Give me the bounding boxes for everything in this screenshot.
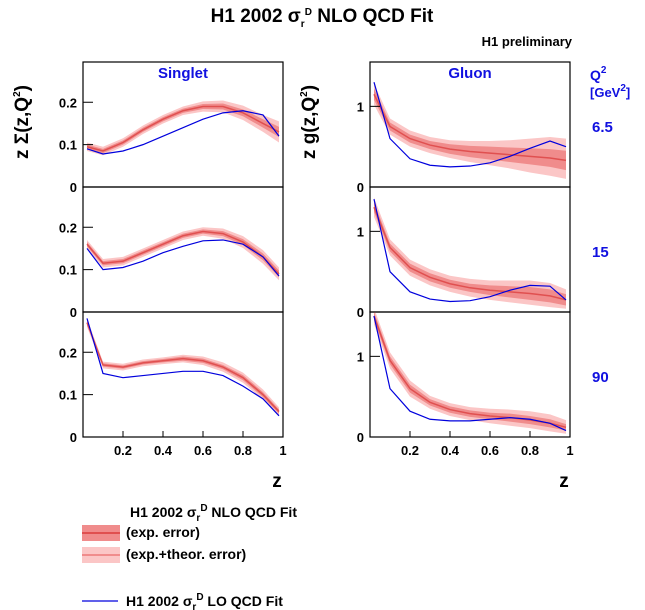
legend-label: (exp.+theor. error) bbox=[126, 546, 246, 562]
y-axis-label: z g(z,Q2) bbox=[299, 85, 320, 159]
label-sub: r bbox=[196, 513, 200, 524]
nlo-line bbox=[86, 230, 280, 275]
label-sup: 2 bbox=[601, 65, 607, 76]
x-tick-label: 0.2 bbox=[114, 443, 132, 458]
panel-title: Gluon bbox=[448, 65, 491, 82]
plot-area bbox=[373, 81, 567, 179]
lo-line bbox=[373, 198, 567, 303]
nlo-line bbox=[373, 93, 567, 162]
label-sup: 2 bbox=[12, 91, 23, 97]
y-tick-label: 0.2 bbox=[59, 220, 77, 235]
label-part: ) bbox=[12, 85, 33, 91]
lo-line bbox=[86, 110, 280, 155]
x-tick-label: 0.8 bbox=[234, 443, 252, 458]
y-tick-label: 0.1 bbox=[59, 263, 77, 278]
label-part: ) bbox=[299, 85, 320, 91]
label-sup: 2 bbox=[299, 91, 310, 97]
label-sup: D bbox=[200, 503, 207, 514]
y-tick-label: 0.2 bbox=[59, 345, 77, 360]
nlo-line bbox=[86, 322, 280, 413]
q2-label: Q2 bbox=[590, 65, 607, 83]
y-tick-label: 1 bbox=[357, 224, 364, 239]
x-tick-label: 0.2 bbox=[401, 443, 419, 458]
label-part: H1 2002 σ bbox=[126, 593, 193, 609]
label-sup: 2 bbox=[620, 83, 626, 94]
x-tick-label: 0.4 bbox=[441, 443, 460, 458]
y-tick-label: 0 bbox=[70, 430, 77, 445]
label-part: H1 2002 σ bbox=[130, 504, 197, 520]
legend-title: H1 2002 σrD NLO QCD Fit bbox=[130, 503, 297, 524]
legend: H1 2002 σrD NLO QCD Fit (exp. error) (ex… bbox=[82, 503, 297, 610]
y-tick-label: 0.2 bbox=[59, 95, 77, 110]
panel-title: Singlet bbox=[158, 65, 208, 82]
label-part: ] bbox=[626, 85, 630, 100]
error-band bbox=[87, 103, 279, 154]
y-tick-label: 0 bbox=[357, 430, 364, 445]
title-part: NLO QCD Fit bbox=[312, 6, 434, 27]
x-tick-label: 0.4 bbox=[154, 443, 173, 458]
x-tick-label: 1 bbox=[279, 443, 286, 458]
label-part: LO QCD Fit bbox=[204, 593, 284, 609]
legend-label: H1 2002 σrD LO QCD Fit bbox=[126, 592, 283, 610]
title-sup: D bbox=[305, 7, 312, 18]
chart-title: H1 2002 σrD NLO QCD Fit bbox=[211, 6, 434, 30]
y-tick-label: 0 bbox=[70, 180, 77, 195]
label-part: z g(z,Q bbox=[299, 97, 320, 159]
lo-line bbox=[373, 315, 567, 432]
q2-value: 15 bbox=[592, 244, 609, 261]
error-band bbox=[374, 197, 566, 309]
label-sup: D bbox=[196, 592, 203, 603]
q2-unit: [GeV2] bbox=[590, 83, 630, 100]
frame bbox=[369, 311, 571, 438]
error-band bbox=[87, 320, 279, 414]
label-part: NLO QCD Fit bbox=[208, 504, 298, 520]
y-tick-label: 0 bbox=[357, 180, 364, 195]
q2-value: 6.5 bbox=[592, 119, 613, 136]
label-part: Q bbox=[590, 67, 601, 83]
x-tick-label: 0.8 bbox=[521, 443, 539, 458]
label-sub: r bbox=[192, 602, 196, 610]
frame bbox=[82, 311, 284, 438]
x-tick-label: 1 bbox=[566, 443, 573, 458]
subtitle: H1 preliminary bbox=[482, 34, 573, 49]
lo-line bbox=[373, 81, 567, 168]
y-tick-label: 0 bbox=[357, 305, 364, 320]
y-tick-label: 0.1 bbox=[59, 138, 77, 153]
y-tick-label: 1 bbox=[357, 349, 364, 364]
y-tick-label: 0 bbox=[70, 305, 77, 320]
error-band bbox=[374, 312, 566, 434]
legend-label: (exp. error) bbox=[126, 524, 200, 540]
plot-area bbox=[373, 312, 567, 434]
error-band bbox=[87, 100, 279, 156]
lo-line bbox=[86, 318, 280, 417]
nlo-line bbox=[86, 105, 280, 152]
x-axis-label: z bbox=[559, 471, 569, 492]
error-band bbox=[87, 227, 279, 281]
title-part: H1 2002 σ bbox=[211, 6, 301, 27]
plot-area bbox=[86, 100, 280, 156]
y-tick-label: 0.1 bbox=[59, 388, 77, 403]
plot-area bbox=[86, 318, 280, 417]
error-band bbox=[374, 88, 566, 171]
x-tick-label: 0.6 bbox=[481, 443, 499, 458]
x-axis-label: z bbox=[272, 471, 282, 492]
lo-line bbox=[86, 239, 280, 277]
plot-area bbox=[86, 227, 280, 281]
y-axis-label: z Σ(z,Q2) bbox=[12, 85, 33, 159]
plot-area bbox=[373, 197, 567, 309]
label-part: [GeV bbox=[590, 85, 621, 100]
q2-value: 90 bbox=[592, 369, 609, 386]
y-tick-label: 1 bbox=[357, 99, 364, 114]
x-tick-label: 0.6 bbox=[194, 443, 212, 458]
nlo-line bbox=[373, 206, 567, 301]
title-sub: r bbox=[301, 19, 305, 30]
label-part: z Σ(z,Q bbox=[12, 97, 33, 159]
